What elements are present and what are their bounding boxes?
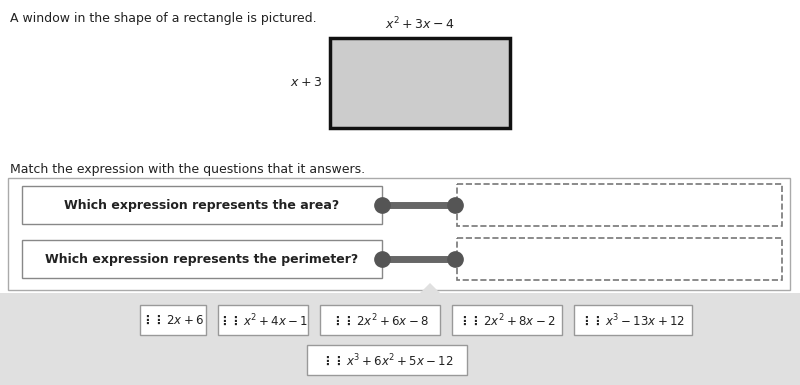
Polygon shape [420, 283, 440, 293]
Text: $\mathbf{\vdots\vdots}\, 2x^2+6x-8$: $\mathbf{\vdots\vdots}\, 2x^2+6x-8$ [331, 312, 429, 328]
Text: $\mathbf{\vdots\vdots}\, x^3+6x^2+5x-12$: $\mathbf{\vdots\vdots}\, x^3+6x^2+5x-12$ [321, 352, 454, 368]
Text: A window in the shape of a rectangle is pictured.: A window in the shape of a rectangle is … [10, 12, 317, 25]
Bar [330, 38, 510, 128]
Bar [22, 240, 382, 278]
Bar [8, 178, 790, 290]
Bar [457, 184, 782, 226]
Text: $x + 3$: $x + 3$ [290, 77, 322, 89]
Text: Match the expression with the questions that it answers.: Match the expression with the questions … [10, 163, 365, 176]
Text: $\mathbf{\vdots\vdots}\, 2x+6$: $\mathbf{\vdots\vdots}\, 2x+6$ [142, 313, 205, 326]
Bar [574, 305, 692, 335]
Bar [320, 305, 440, 335]
Bar [140, 305, 206, 335]
Bar [307, 345, 467, 375]
Text: $\mathbf{\vdots\vdots}\, x^3-13x+12$: $\mathbf{\vdots\vdots}\, x^3-13x+12$ [581, 312, 686, 328]
Bar [452, 305, 562, 335]
Text: $x^2 + 3x - 4$: $x^2 + 3x - 4$ [386, 15, 454, 32]
Bar [22, 186, 382, 224]
Text: Which expression represents the perimeter?: Which expression represents the perimete… [46, 253, 358, 266]
Text: Which expression represents the area?: Which expression represents the area? [64, 199, 340, 211]
Text: $\mathbf{\vdots\vdots}\, 2x^2+8x-2$: $\mathbf{\vdots\vdots}\, 2x^2+8x-2$ [458, 312, 556, 328]
Bar [457, 238, 782, 280]
Bar [0, 293, 800, 385]
Text: $\mathbf{\vdots\vdots}\, x^2+4x-1$: $\mathbf{\vdots\vdots}\, x^2+4x-1$ [218, 312, 308, 328]
Bar [218, 305, 308, 335]
